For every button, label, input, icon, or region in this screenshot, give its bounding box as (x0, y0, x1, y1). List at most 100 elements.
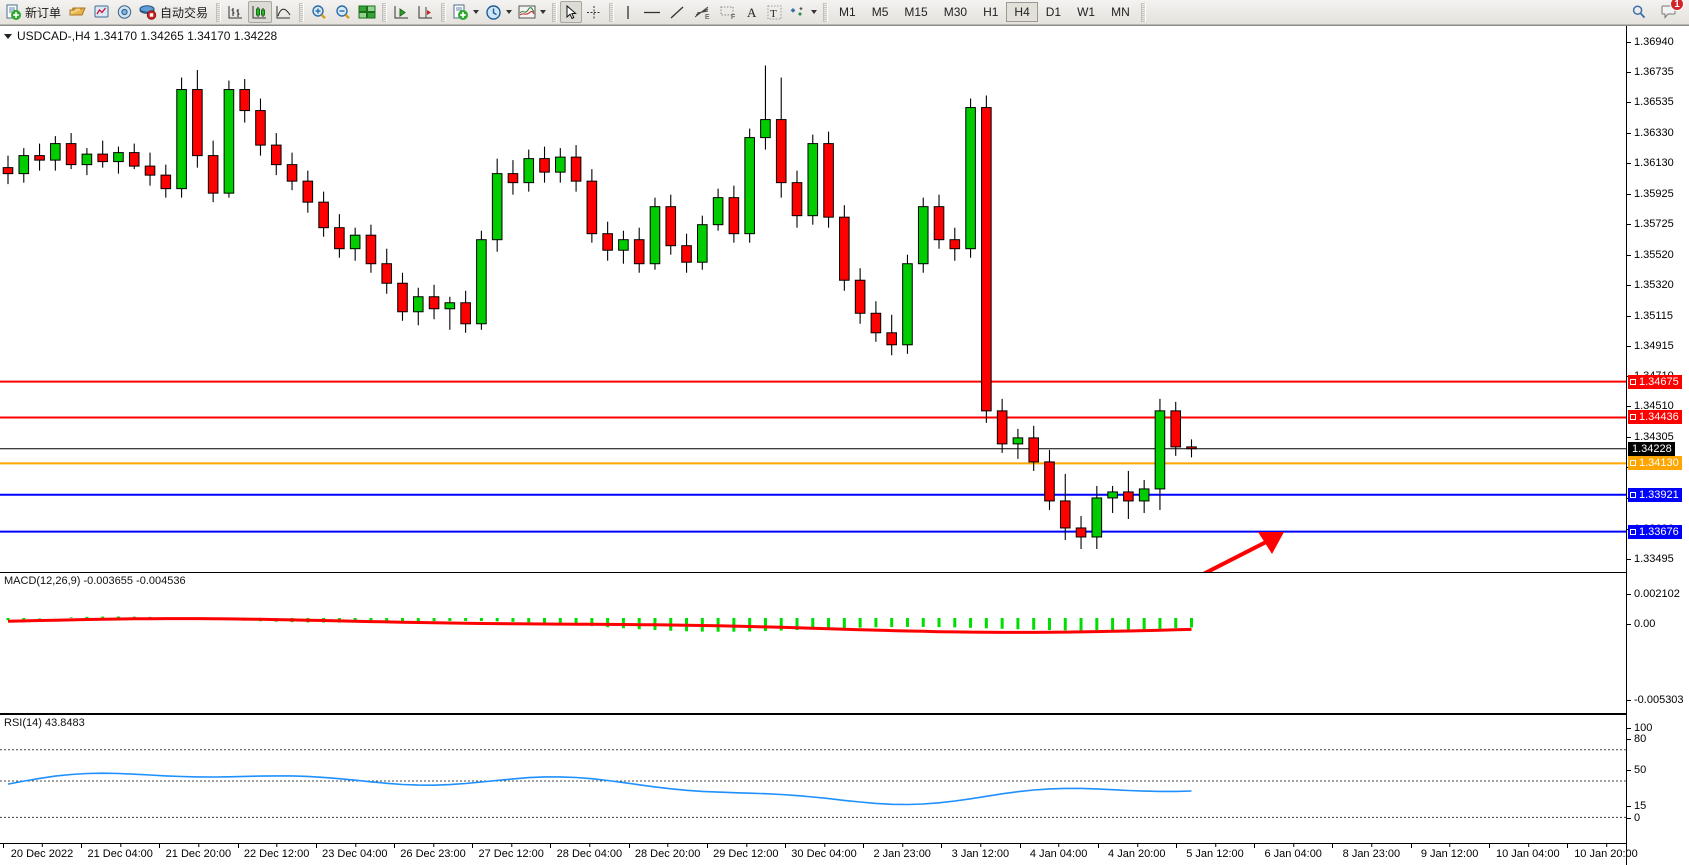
terminal-button[interactable] (90, 1, 113, 23)
hline-button[interactable] (639, 1, 665, 23)
search-button[interactable] (1628, 1, 1650, 23)
new-order-button[interactable]: 新订单 (2, 1, 66, 23)
price-scale-tick: 1.34510 (1627, 400, 1674, 412)
price-scale-tick: 1.33495 (1627, 553, 1674, 565)
timeframe-d1[interactable]: D1 (1045, 5, 1062, 19)
candle-body (807, 143, 819, 217)
time-scale-divider (315, 844, 317, 848)
candlestick-chart-button[interactable] (248, 1, 273, 23)
auto-trading-button[interactable]: 自动交易 (136, 1, 213, 23)
chevron-down-icon[interactable] (473, 10, 480, 14)
level-handle-icon[interactable] (1630, 414, 1636, 421)
candle-body (302, 180, 314, 203)
candle-body (902, 263, 913, 346)
period-button[interactable] (482, 1, 515, 23)
candle-body (681, 245, 692, 263)
indicators-button[interactable] (515, 1, 549, 23)
trendline-button[interactable] (665, 1, 689, 23)
candle-body (1044, 461, 1055, 502)
timeframe-h4[interactable]: H4 (1006, 2, 1038, 22)
zoom-in-button[interactable] (307, 1, 331, 23)
chevron-down-icon[interactable] (811, 10, 818, 14)
chart-window[interactable]: USDCAD-,H4 1.34170 1.34265 1.34170 1.342… (0, 25, 1689, 865)
price-scale-tick: 1.35520 (1627, 249, 1674, 261)
timeframe-w1[interactable]: W1 (1077, 5, 1096, 19)
bar-chart-button[interactable] (224, 1, 248, 23)
time-scale[interactable]: 20 Dec 2022 21 Dec 04:00 21 Dec 20:00 22 De… (0, 843, 1638, 865)
price-level-badge-support[interactable]: 1.33921 (1628, 487, 1682, 502)
timeframe-m5[interactable]: M5 (871, 5, 889, 19)
price-level-badge-resistance[interactable]: 1.34675 (1628, 374, 1682, 389)
vline-button[interactable] (617, 1, 639, 23)
objects-button[interactable] (786, 1, 820, 23)
crosshair-button[interactable] (582, 1, 606, 23)
alert-button[interactable]: 1 (1658, 0, 1684, 23)
auto-trading-icon (139, 5, 157, 20)
folder-button[interactable] (66, 1, 90, 23)
price-scale-tick: 1.34305 (1627, 431, 1674, 443)
time-scale-tick: 23 Dec 04:00 (322, 843, 388, 860)
equidistant-icon: F (720, 6, 735, 21)
price-scale[interactable]: 1.36940 1.36735 1.36535 1.36330 1.36130 1.359… (1626, 26, 1689, 865)
candle-body (1075, 527, 1087, 538)
timeframe-h1[interactable]: H1 (983, 5, 999, 19)
level-handle-icon[interactable] (1630, 528, 1636, 535)
line-chart-button[interactable] (272, 1, 296, 23)
navigator-button[interactable] (113, 1, 136, 23)
candle-body (586, 180, 598, 235)
timeframe-mn[interactable]: MN (1111, 5, 1130, 19)
candle-body (949, 239, 961, 250)
new-order-icon (6, 4, 21, 20)
candle-body (412, 296, 424, 313)
price-level-badge-resistance[interactable]: 1.34436 (1628, 410, 1682, 425)
candle-body (823, 143, 834, 218)
price-level-badge-last-price[interactable]: 1.34228 (1628, 441, 1675, 456)
candle-body (665, 206, 677, 247)
price-scale-tick: 1.36940 (1627, 36, 1674, 48)
chevron-down-icon[interactable] (540, 10, 547, 14)
indicators-icon (518, 5, 536, 19)
rsi-pane[interactable]: RSI(14) 43.8483 (0, 714, 1626, 844)
time-scale-tick: 20 Dec 2022 (10, 843, 74, 860)
tile-windows-button[interactable] (355, 1, 379, 23)
chevron-down-icon[interactable] (506, 10, 513, 14)
timeframe-m15[interactable]: M15 (904, 5, 928, 19)
fibo-button[interactable]: E (689, 1, 715, 23)
search-icon (1632, 5, 1646, 19)
cursor-button[interactable] (560, 1, 583, 23)
time-scale-tick: 2 Jan 23:00 (873, 843, 931, 860)
time-scale-divider (1410, 844, 1412, 848)
timeframe-m1[interactable]: M1 (839, 5, 856, 19)
candle-body (618, 239, 629, 251)
timeframe-m30[interactable]: M30 (943, 5, 968, 19)
candle-body (334, 227, 345, 250)
candle-body (854, 279, 866, 314)
chevron-down-icon[interactable] (4, 33, 12, 39)
text-button[interactable]: A (741, 1, 763, 23)
price-scale-tick: 1.34915 (1627, 340, 1674, 352)
new-chart-icon (453, 4, 469, 20)
price-scale-tick: 1.36130 (1627, 157, 1674, 169)
level-handle-icon[interactable] (1630, 491, 1636, 498)
candle-body (570, 156, 582, 182)
new-chart-button[interactable] (449, 1, 482, 23)
autoscroll-button[interactable] (390, 1, 414, 23)
candle-body (113, 152, 124, 163)
tile-windows-icon (358, 5, 376, 19)
label-button[interactable]: T (763, 1, 786, 23)
macd-pane[interactable]: MACD(12,26,9) -0.003655 -0.004536 (0, 572, 1626, 714)
chart-shift-button[interactable] (414, 1, 438, 23)
time-scale-divider (1176, 844, 1177, 848)
candle-body (81, 153, 93, 166)
candle-body (996, 410, 1008, 445)
zoom-out-button[interactable] (331, 1, 355, 23)
level-handle-icon[interactable] (1630, 378, 1636, 385)
level-handle-icon[interactable] (1630, 460, 1636, 467)
candle-body (144, 165, 156, 176)
price-chart-pane[interactable] (0, 26, 1626, 572)
main-toolbar: 新订单 (0, 0, 1689, 25)
price-level-badge-pivot[interactable]: 1.34130 (1628, 456, 1682, 471)
price-level-badge-support[interactable]: 1.33676 (1628, 524, 1682, 539)
equidistant-button[interactable]: F (715, 1, 741, 23)
time-scale-divider (941, 844, 943, 848)
